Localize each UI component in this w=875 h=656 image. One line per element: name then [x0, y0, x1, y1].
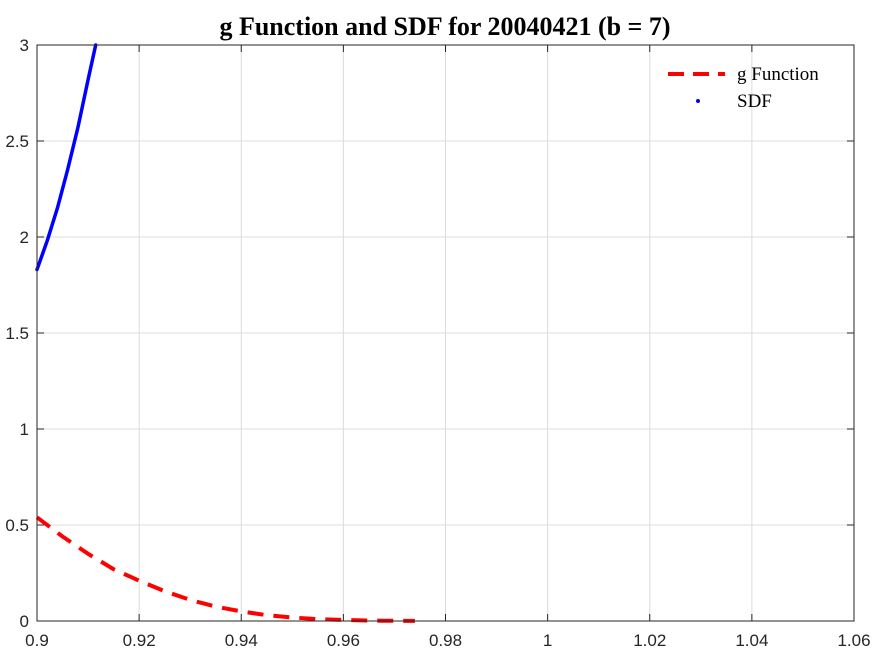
x-tick-label: 0.98: [429, 631, 462, 650]
chart-title: g Function and SDF for 20040421 (b = 7): [219, 12, 670, 41]
x-tick-label: 1.06: [837, 631, 870, 650]
y-tick-label: 3: [20, 36, 29, 55]
x-tick-label: 0.92: [123, 631, 156, 650]
legend-swatch-sdf: [696, 99, 700, 103]
x-tick-label: 0.94: [225, 631, 258, 650]
x-tick-label: 1.02: [633, 631, 666, 650]
legend-label: g Function: [737, 64, 819, 85]
tick-labels: 0.9 0.92 0.94 0.96 0.98 1 1.02 1.04 1.06 0 0.5 1 1.5…: [5, 36, 870, 650]
plot-frame: [36, 44, 855, 622]
grid-lines: [36, 44, 855, 622]
x-tick-label: 0.96: [327, 631, 360, 650]
legend: g Function SDF: [668, 64, 819, 112]
y-tick-label: 2: [20, 228, 29, 247]
y-tick-label: 0.5: [5, 516, 29, 535]
legend-label: SDF: [737, 91, 772, 112]
series-line-g-function: [35, 515, 415, 623]
series-line-sdf: [35, 43, 98, 272]
x-tick-label: 0.9: [25, 631, 49, 650]
x-tick-label: 1.04: [735, 631, 768, 650]
y-tick-label: 0: [20, 612, 29, 631]
plot-series: [35, 43, 415, 623]
y-tick-label: 1: [20, 420, 29, 439]
y-tick-label: 2.5: [5, 132, 29, 151]
x-tick-label: 1: [543, 631, 552, 650]
y-tick-label: 1.5: [5, 324, 29, 343]
